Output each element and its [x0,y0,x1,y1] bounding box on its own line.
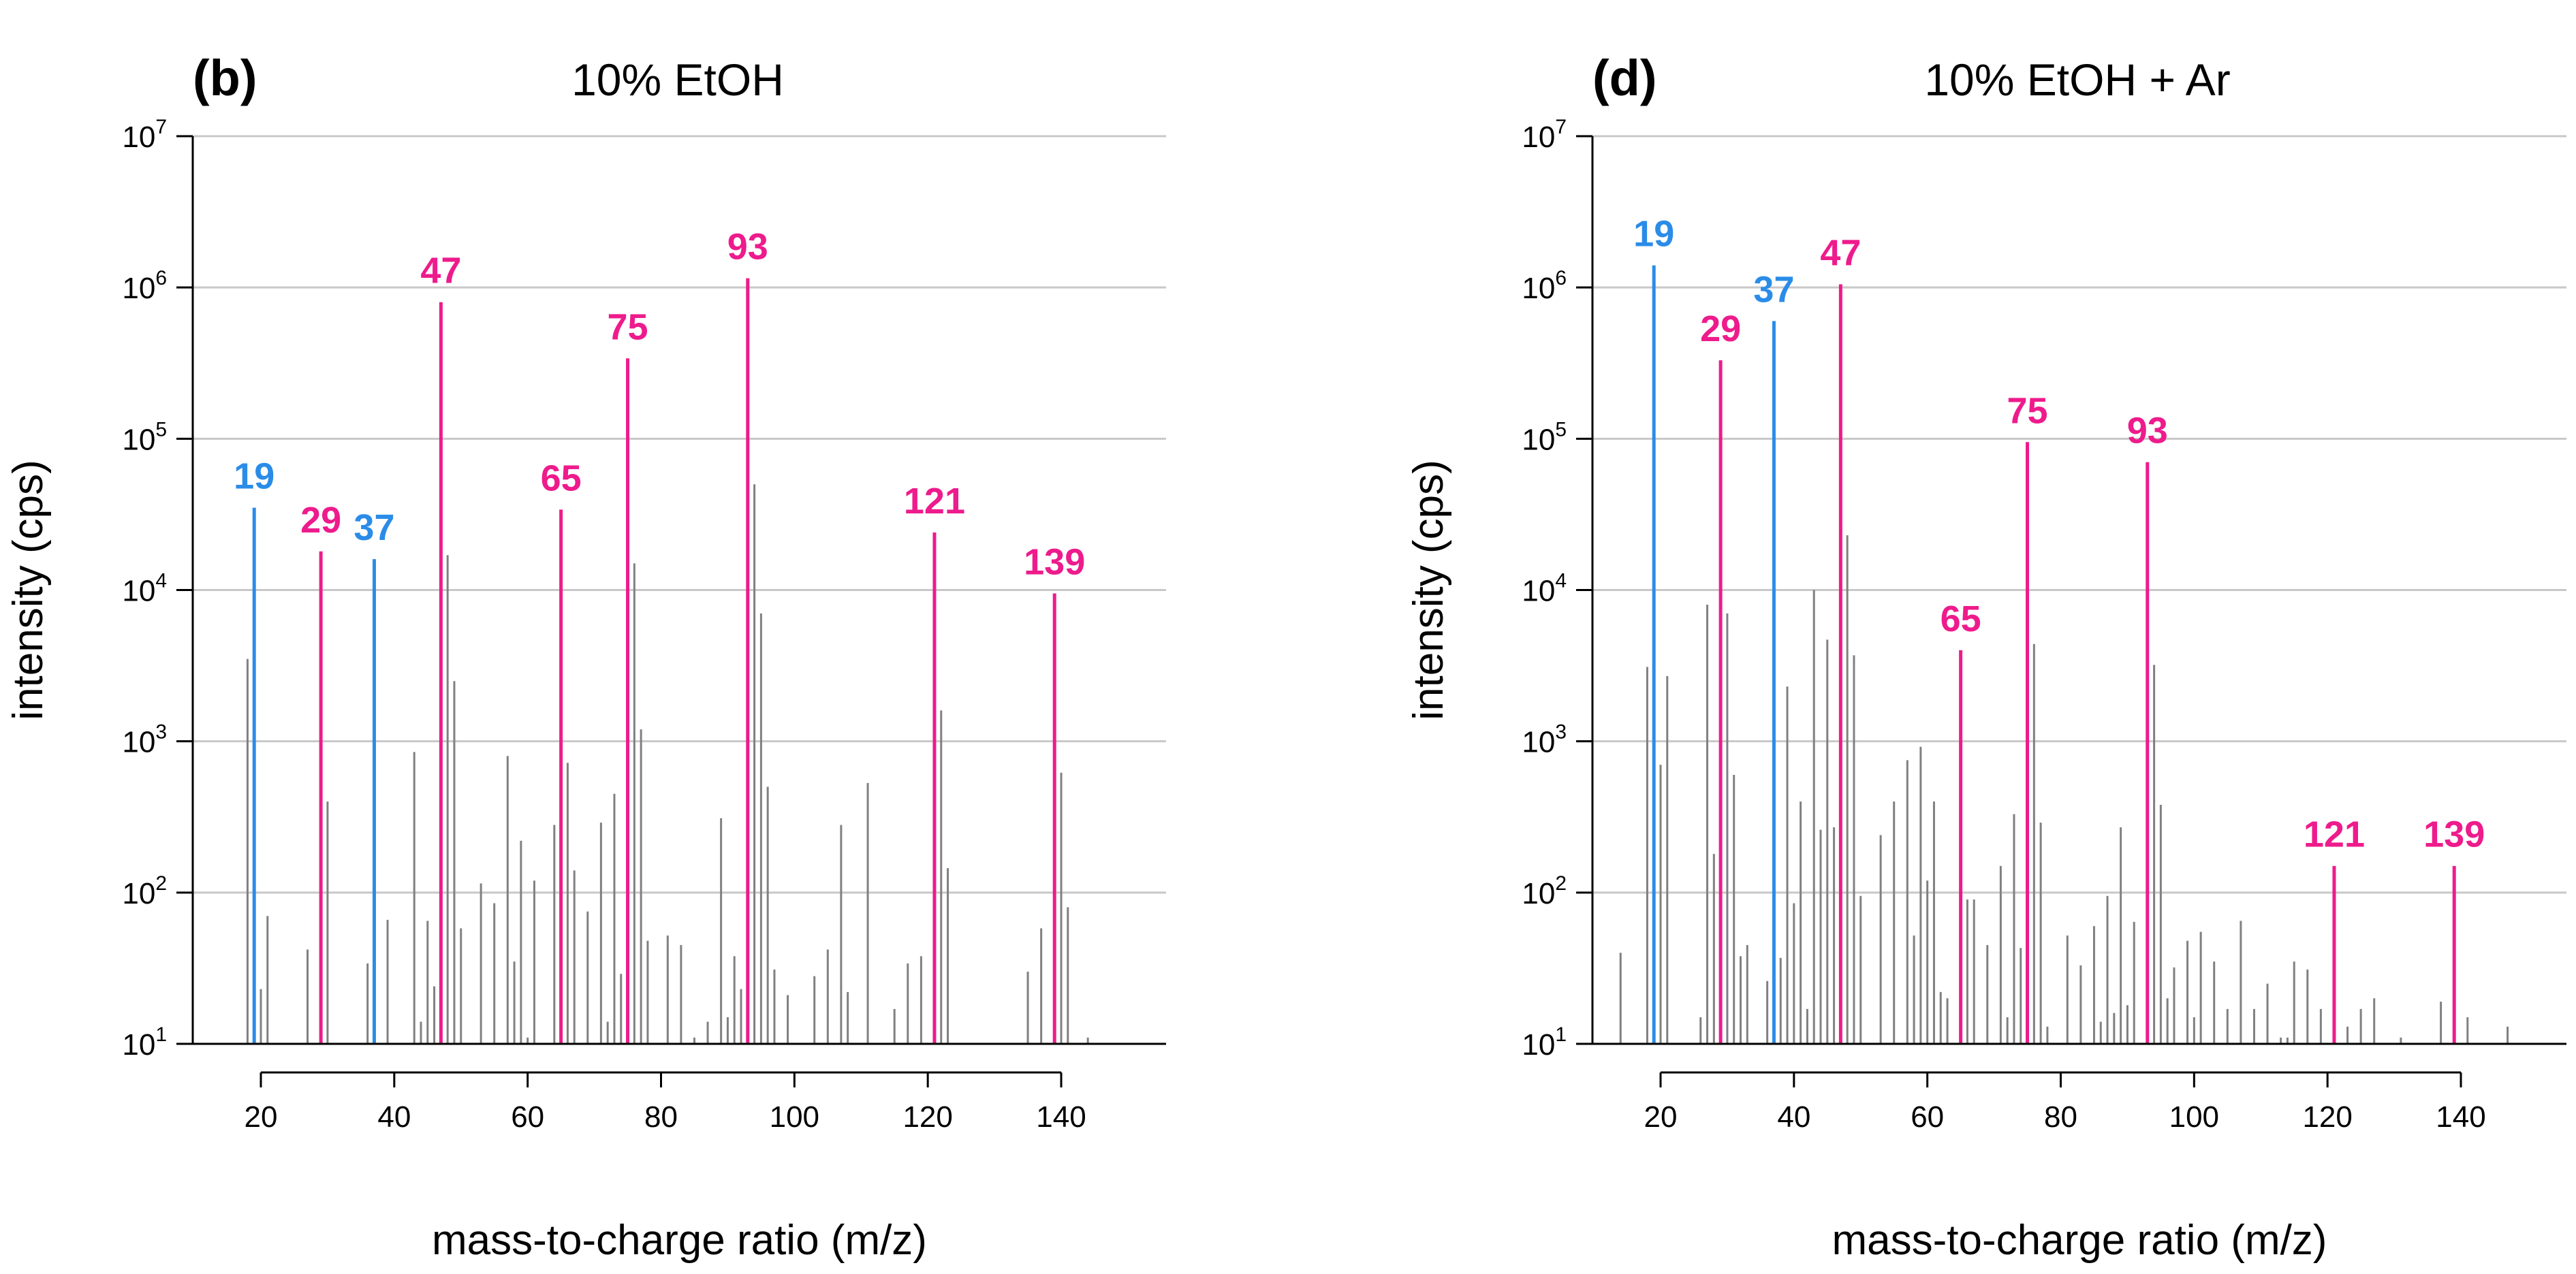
peak-label-65: 65 [541,458,582,498]
x-tick-label: 20 [1644,1100,1678,1134]
peak-label-75: 75 [2007,390,2048,431]
y-tick-label: 105 [122,418,167,456]
y-tick-label: 107 [1522,116,1567,154]
x-tick-label: 80 [644,1100,678,1134]
peak-label-19: 19 [234,456,274,497]
peak-label-139: 139 [1024,541,1085,582]
y-tick-label: 104 [122,570,167,608]
y-tick-label: 106 [122,267,167,305]
x-tick-label: 100 [2169,1100,2219,1134]
y-tick-label: 107 [122,116,167,154]
x-tick-label: 60 [511,1100,544,1134]
x-tick-label: 120 [2302,1100,2352,1134]
peak-label-93: 93 [2127,411,2168,451]
panel-tag: (d) [1592,50,1657,106]
peak-label-29: 29 [300,500,341,541]
x-tick-label: 20 [245,1100,278,1134]
peak-label-47: 47 [1820,232,1861,273]
panel-title: 10% EtOH + Ar [1924,54,2230,105]
peak-label-65: 65 [1941,599,1981,639]
x-axis-label: mass-to-charge ratio (m/z) [1832,1217,2327,1264]
y-tick-label: 105 [1522,418,1567,456]
peak-label-29: 29 [1700,308,1741,349]
peak-label-37: 37 [1753,269,1794,310]
x-axis-label: mass-to-charge ratio (m/z) [432,1217,927,1264]
x-tick-label: 140 [1036,1100,1086,1134]
x-tick-label: 40 [1777,1100,1810,1134]
panel-b: 19 29 37 47 65 75 93 121 139 20 40 60 80 100 120 140 101… [5,50,1166,1264]
peak-label-47: 47 [420,251,461,291]
x-tick-label: 60 [1911,1100,1944,1134]
y-tick-label: 103 [1522,721,1567,759]
x-tick-label: 100 [770,1100,819,1134]
x-tick-label: 120 [902,1100,952,1134]
x-tick-label: 40 [377,1100,411,1134]
peak-label-93: 93 [727,227,768,268]
peak-label-19: 19 [1633,214,1674,255]
y-axis-label: intensity (cps) [5,460,52,720]
peak-label-139: 139 [2423,814,2485,855]
y-tick-label: 103 [122,721,167,759]
y-tick-label: 102 [122,872,167,910]
y-axis-label: intensity (cps) [1405,460,1452,720]
x-tick-label: 140 [2436,1100,2485,1134]
y-tick-label: 101 [122,1023,167,1062]
panel-tag: (b) [193,50,257,106]
y-tick-label: 104 [1522,570,1567,608]
peak-label-121: 121 [2304,814,2365,855]
y-tick-label: 106 [1522,267,1567,305]
peak-label-75: 75 [608,306,648,347]
y-tick-label: 102 [1522,872,1567,910]
x-tick-label: 80 [2044,1100,2077,1134]
panel-title: 10% EtOH [571,54,784,105]
peak-label-37: 37 [354,507,394,548]
panel-d: 19 29 37 47 65 75 93 121 139 20 40 60 80 100 120 140 101… [1405,50,2566,1264]
peak-label-121: 121 [904,481,965,522]
y-tick-label: 101 [1522,1023,1567,1062]
